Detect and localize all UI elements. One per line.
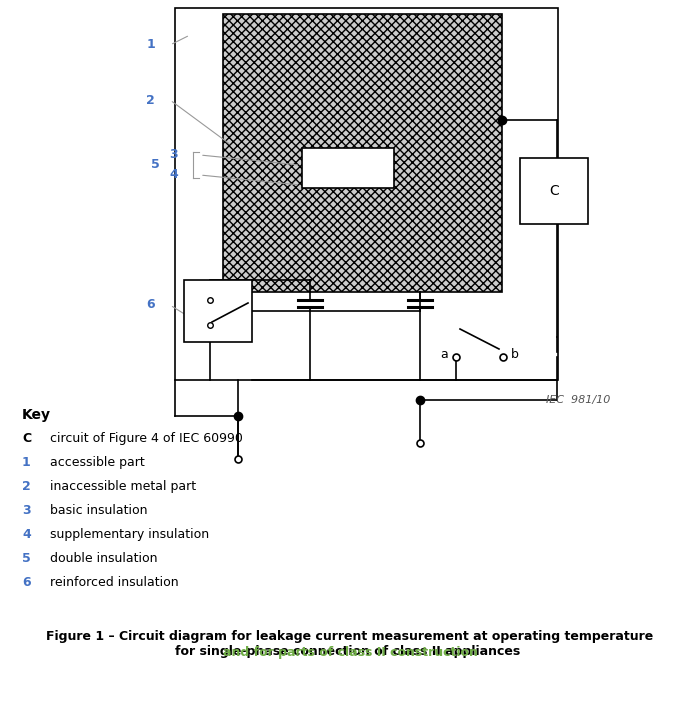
Text: a: a [440,349,448,362]
Text: 3: 3 [169,148,178,162]
Bar [184,280,252,342]
Text: reinforced insulation: reinforced insulation [50,576,178,589]
Text: 5: 5 [22,552,31,565]
Text: basic insulation: basic insulation [50,504,148,517]
Text: IEC  981/10: IEC 981/10 [545,395,610,405]
Text: C: C [22,432,31,445]
Bar [520,158,588,224]
Bar [175,8,558,380]
Text: 6: 6 [146,299,155,311]
Text: 5: 5 [151,158,160,172]
Text: 4: 4 [169,168,178,181]
Text: b: b [511,349,519,362]
Text: 2: 2 [22,480,31,493]
Text: inaccessible metal part: inaccessible metal part [50,480,196,493]
Text: and for parts of class II construction: and for parts of class II construction [223,646,477,659]
Text: 4: 4 [22,528,31,541]
Text: 1: 1 [146,39,155,52]
Text: supplementary insulation: supplementary insulation [50,528,209,541]
Bar [223,14,502,292]
Text: 3: 3 [22,504,31,517]
Text: circuit of Figure 4 of IEC 60990: circuit of Figure 4 of IEC 60990 [50,432,243,445]
Text: 1: 1 [22,456,31,469]
Text: Key: Key [22,408,51,422]
Text: 2: 2 [146,94,155,107]
Text: Figure 1 – Circuit diagram for leakage current measurement at operating temperat: Figure 1 – Circuit diagram for leakage c… [46,630,654,658]
Text: 6: 6 [22,576,31,589]
Text: accessible part: accessible part [50,456,145,469]
Text: double insulation: double insulation [50,552,158,565]
Bar [302,148,394,188]
Text: C: C [549,184,559,198]
